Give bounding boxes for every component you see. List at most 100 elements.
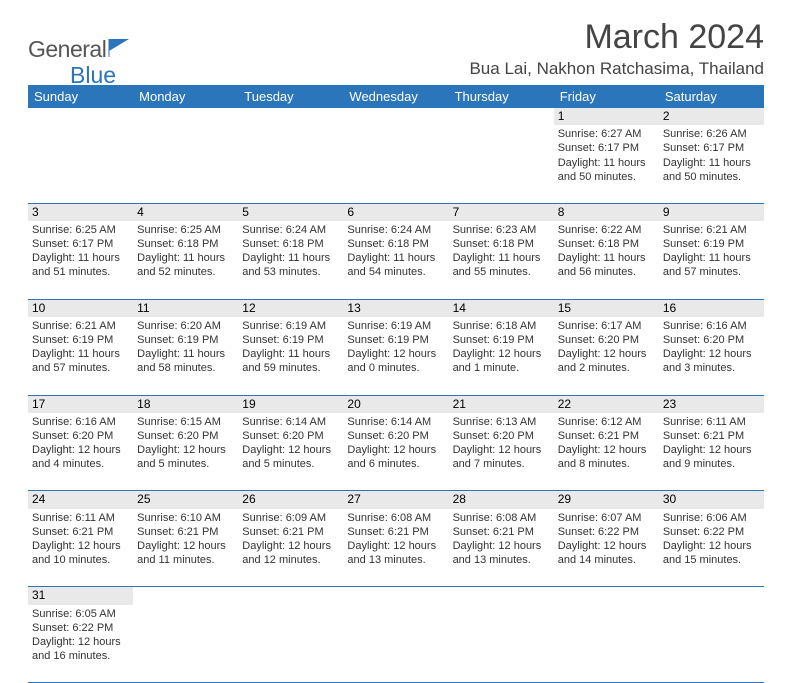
day-number: 23: [659, 395, 764, 413]
day-number: 13: [343, 299, 448, 317]
daylight-text: Daylight: 12 hours and 10 minutes.: [32, 539, 129, 567]
sunset-text: Sunset: 6:17 PM: [32, 237, 129, 251]
weekday-header: Saturday: [659, 85, 764, 108]
calendar-cell: [659, 605, 764, 683]
daylight-text: Daylight: 12 hours and 6 minutes.: [347, 443, 444, 471]
daylight-text: Daylight: 12 hours and 7 minutes.: [453, 443, 550, 471]
day-number: 21: [449, 395, 554, 413]
sunrise-text: Sunrise: 6:14 AM: [242, 415, 339, 429]
sunrise-text: Sunrise: 6:13 AM: [453, 415, 550, 429]
calendar-cell: [133, 605, 238, 683]
daylight-text: Daylight: 12 hours and 11 minutes.: [137, 539, 234, 567]
sunrise-text: Sunrise: 6:19 AM: [242, 319, 339, 333]
daylight-text: Daylight: 12 hours and 13 minutes.: [453, 539, 550, 567]
sunset-text: Sunset: 6:19 PM: [242, 333, 339, 347]
daylight-text: Daylight: 12 hours and 14 minutes.: [558, 539, 655, 567]
sunset-text: Sunset: 6:21 PM: [453, 525, 550, 539]
day-number: 27: [343, 491, 448, 509]
sunset-text: Sunset: 6:20 PM: [137, 429, 234, 443]
sunset-text: Sunset: 6:20 PM: [242, 429, 339, 443]
calendar-cell: [28, 125, 133, 203]
sunrise-text: Sunrise: 6:24 AM: [347, 223, 444, 237]
sunset-text: Sunset: 6:21 PM: [558, 429, 655, 443]
daylight-text: Daylight: 11 hours and 54 minutes.: [347, 251, 444, 279]
weekday-header: Thursday: [449, 85, 554, 108]
sunrise-text: Sunrise: 6:11 AM: [663, 415, 760, 429]
calendar-cell: Sunrise: 6:12 AMSunset: 6:21 PMDaylight:…: [554, 413, 659, 491]
day-number-row: 3456789: [28, 203, 764, 221]
day-number: [238, 587, 343, 605]
calendar-cell: Sunrise: 6:17 AMSunset: 6:20 PMDaylight:…: [554, 317, 659, 395]
calendar-week-row: Sunrise: 6:05 AMSunset: 6:22 PMDaylight:…: [28, 605, 764, 683]
weekday-header: Monday: [133, 85, 238, 108]
calendar-cell: Sunrise: 6:23 AMSunset: 6:18 PMDaylight:…: [449, 221, 554, 299]
sunset-text: Sunset: 6:21 PM: [347, 525, 444, 539]
day-number: 4: [133, 203, 238, 221]
day-number: [449, 587, 554, 605]
calendar-cell: Sunrise: 6:16 AMSunset: 6:20 PMDaylight:…: [28, 413, 133, 491]
calendar-cell: Sunrise: 6:27 AMSunset: 6:17 PMDaylight:…: [554, 125, 659, 203]
day-number-row: 12: [28, 108, 764, 125]
header: General March 2024 Bua Lai, Nakhon Ratch…: [28, 18, 764, 79]
day-number: 17: [28, 395, 133, 413]
calendar-cell: Sunrise: 6:10 AMSunset: 6:21 PMDaylight:…: [133, 509, 238, 587]
calendar-week-row: Sunrise: 6:27 AM Sunset: 6:17 PMDaylight:…: [28, 125, 764, 203]
weekday-header: Tuesday: [238, 85, 343, 108]
daylight-text: Daylight: 12 hours and 12 minutes.: [242, 539, 339, 567]
day-number: [238, 108, 343, 125]
day-number: [659, 587, 764, 605]
sunrise-text: Sunrise: 6:16 AM: [32, 415, 129, 429]
calendar-cell: Sunrise: 6:21 AMSunset: 6:19 PMDaylight:…: [28, 317, 133, 395]
calendar-cell: Sunrise: 6:16 AMSunset: 6:20 PMDaylight:…: [659, 317, 764, 395]
sunset-text: Sunset: 6:21 PM: [663, 429, 760, 443]
day-number: 19: [238, 395, 343, 413]
calendar-cell: Sunrise: 6:09 AMSunset: 6:21 PMDaylight:…: [238, 509, 343, 587]
brand-text-2: Blue: [70, 62, 116, 89]
sunset-text: Sunset: 6:18 PM: [453, 237, 550, 251]
sunset-text: Sunset: 6:18 PM: [137, 237, 234, 251]
calendar-table: Sunday Monday Tuesday Wednesday Thursday…: [28, 85, 764, 683]
sunset-text: Sunset: 6:21 PM: [32, 525, 129, 539]
sunset-text: Sunset: 6:19 PM: [32, 333, 129, 347]
calendar-week-row: Sunrise: 6:11 AMSunset: 6:21 PMDaylight:…: [28, 509, 764, 587]
day-number: [133, 108, 238, 125]
weekday-header: Wednesday: [343, 85, 448, 108]
day-number: 29: [554, 491, 659, 509]
day-number: 18: [133, 395, 238, 413]
calendar-cell: Sunrise: 6:14 AMSunset: 6:20 PMDaylight:…: [238, 413, 343, 491]
sunrise-text: Sunrise: 6:18 AM: [453, 319, 550, 333]
title-block: March 2024 Bua Lai, Nakhon Ratchasima, T…: [469, 18, 764, 79]
weekday-header: Friday: [554, 85, 659, 108]
sunrise-text: Sunrise: 6:24 AM: [242, 223, 339, 237]
calendar-cell: Sunrise: 6:19 AMSunset: 6:19 PMDaylight:…: [343, 317, 448, 395]
sunset-text: Sunset: 6:19 PM: [137, 333, 234, 347]
brand-text-1: General: [28, 36, 106, 63]
day-number: 25: [133, 491, 238, 509]
calendar-cell: Sunrise: 6:15 AMSunset: 6:20 PMDaylight:…: [133, 413, 238, 491]
calendar-cell: [238, 605, 343, 683]
daylight-text: Daylight: 11 hours and 56 minutes.: [558, 251, 655, 279]
sunset-text: Sunset: 6:20 PM: [453, 429, 550, 443]
day-number: 8: [554, 203, 659, 221]
daylight-text: Daylight: 11 hours and 55 minutes.: [453, 251, 550, 279]
sunrise-text: Sunrise: 6:12 AM: [558, 415, 655, 429]
calendar-week-row: Sunrise: 6:21 AMSunset: 6:19 PMDaylight:…: [28, 317, 764, 395]
sunset-text: Sunset: 6:19 PM: [663, 237, 760, 251]
day-number: [343, 108, 448, 125]
calendar-cell: Sunrise: 6:11 AMSunset: 6:21 PMDaylight:…: [659, 413, 764, 491]
day-number: 26: [238, 491, 343, 509]
sunrise-text: Sunrise: 6:16 AM: [663, 319, 760, 333]
day-number: [343, 587, 448, 605]
sunrise-text: Sunrise: 6:27 AM: [558, 127, 655, 141]
sunset-text: Sunset: 6:19 PM: [453, 333, 550, 347]
daylight-text: Daylight: 12 hours and 9 minutes.: [663, 443, 760, 471]
day-number: 9: [659, 203, 764, 221]
sunset-text: Sunset: 6:17 PM: [663, 141, 760, 155]
sunrise-text: Sunrise: 6:19 AM: [347, 319, 444, 333]
sunset-text: Sunset: 6:18 PM: [242, 237, 339, 251]
daylight-text: Daylight: 11 hours and 58 minutes.: [137, 347, 234, 375]
day-number: [28, 108, 133, 125]
daylight-text: Daylight: 11 hours and 50 minutes.: [663, 156, 760, 184]
day-number: 3: [28, 203, 133, 221]
calendar-cell: [449, 605, 554, 683]
